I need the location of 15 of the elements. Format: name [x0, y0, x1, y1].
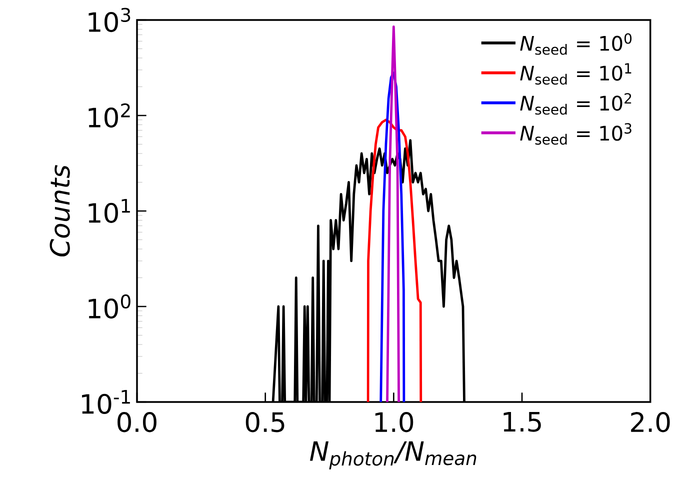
y-tick-label: 10$^{0}$ — [88, 294, 130, 319]
legend-label: N$_{seed}$ = 10$^{2}$ — [520, 93, 632, 115]
x-axis-title: N$_{photon}$/N$_{mean}$ — [310, 441, 476, 470]
y-axis-title: Counts — [50, 165, 70, 256]
x-tick-label: 1.5 — [504, 412, 541, 432]
x-tick-label: 2.0 — [631, 412, 670, 432]
y-tick-label: 10$^{3}$ — [88, 8, 130, 32]
legend-label: N$_{seed}$ = 10$^{3}$ — [520, 123, 632, 145]
x-tick-label: 1.0 — [375, 412, 414, 432]
x-tick-label: 0.0 — [118, 412, 156, 432]
x-tick-label: 0.5 — [246, 412, 284, 432]
legend-label: N$_{seed}$ = 10$^{1}$ — [520, 63, 632, 85]
y-tick-label: 10$^{2}$ — [88, 103, 130, 128]
y-tick-label: 10$^{1}$ — [88, 198, 130, 224]
legend-label: N$_{seed}$ = 10$^{0}$ — [520, 33, 632, 55]
